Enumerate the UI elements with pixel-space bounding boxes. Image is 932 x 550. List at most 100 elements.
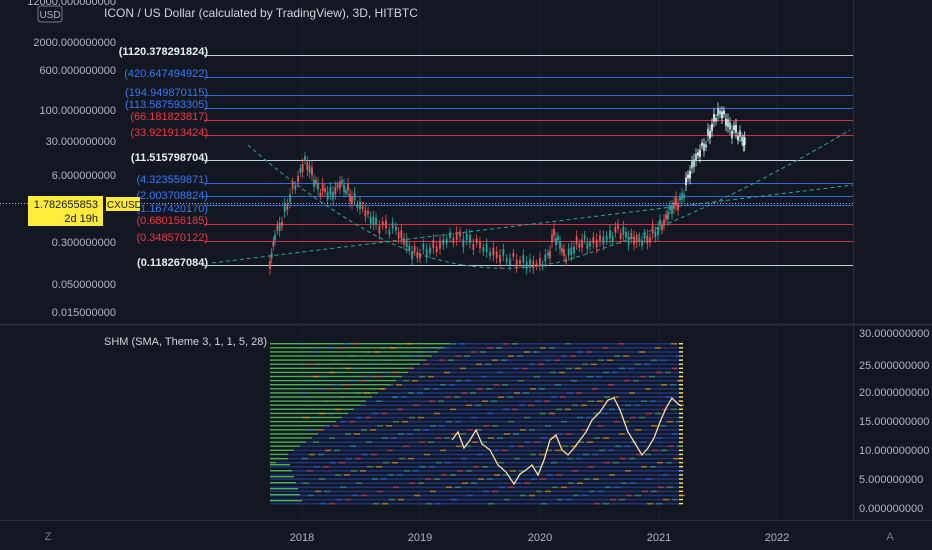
candle-body [611, 236, 614, 242]
band-spot [350, 445, 356, 448]
band-spot [372, 478, 378, 480]
left-corner-button[interactable]: Z [40, 528, 56, 544]
band-spot [406, 343, 412, 345]
band-spot [376, 400, 382, 402]
band-spot [551, 396, 557, 398]
band-spot [665, 371, 671, 374]
time-tick-label: 2020 [528, 532, 552, 544]
band-green [270, 396, 372, 398]
band-spot [451, 498, 457, 501]
price-axis[interactable]: 2000.000000000 600.000000000 100.000000000… [33, 37, 116, 319]
band-blue [414, 367, 683, 370]
candle-body [609, 230, 611, 239]
band-spot [360, 404, 366, 407]
band-spot [344, 343, 350, 345]
level-label: (33.921913424) [130, 127, 208, 139]
band-spot [365, 351, 371, 353]
candle-body [687, 174, 689, 179]
band-spot [439, 359, 445, 361]
band-blue [348, 412, 683, 415]
band-green [270, 400, 366, 402]
band-spot [446, 486, 452, 489]
candle-body [583, 235, 586, 240]
candle-body [372, 216, 375, 225]
band-spot [603, 502, 609, 505]
band-green [270, 476, 294, 478]
candle-body [693, 159, 695, 167]
candle-body [665, 214, 667, 220]
band-spot [630, 416, 636, 419]
band-blue [438, 351, 683, 353]
band-spot [593, 478, 599, 480]
auto-scale-button[interactable]: A [882, 528, 898, 544]
band-spot [428, 441, 434, 443]
band-spot [589, 490, 595, 493]
candle-body [733, 125, 735, 130]
band-green [270, 367, 414, 369]
band-spot [492, 490, 498, 493]
band-spot [646, 412, 652, 415]
candle-body [561, 248, 563, 252]
band-green [270, 384, 390, 386]
band-spot [594, 437, 600, 439]
candle-body [283, 203, 286, 212]
band-spot [417, 392, 423, 394]
candle-body [691, 161, 693, 169]
band-tip [679, 437, 683, 439]
band-spot [329, 437, 335, 439]
band-spot [566, 433, 572, 435]
band-spot [561, 420, 567, 423]
band-spot [501, 359, 507, 361]
price-tick-label: 2000.000000000 [33, 37, 116, 49]
band-blue [270, 474, 683, 476]
band-spot [388, 474, 394, 476]
band-blue [270, 490, 683, 493]
band-spot [471, 351, 477, 353]
band-spot [329, 502, 335, 505]
band-blue [372, 396, 683, 398]
band-blue [390, 384, 683, 386]
level-label: (420.647494922) [124, 68, 208, 80]
band-spot [398, 498, 404, 501]
time-axis[interactable]: 2018 2019 2020 2021 2022 [290, 532, 789, 544]
candle-body [502, 249, 505, 256]
band-spot [429, 400, 435, 402]
band-spot [336, 498, 342, 501]
currency-badge[interactable]: USD [37, 5, 63, 23]
candle-body [646, 235, 649, 244]
band-spot [663, 498, 669, 501]
band-spot [550, 371, 556, 374]
band-spot [467, 429, 473, 431]
candle-body [544, 254, 547, 262]
band-spot [529, 363, 535, 366]
band-spot [633, 379, 639, 382]
band-spot [678, 470, 684, 472]
band-spot [488, 437, 494, 439]
band-spot [494, 474, 500, 476]
candle-body [482, 247, 485, 252]
band-spot [425, 478, 431, 480]
band-spot [677, 445, 683, 448]
candle-body [388, 230, 391, 235]
candle-body [367, 210, 369, 215]
main-pane[interactable] [0, 0, 853, 323]
band-spot [312, 351, 318, 353]
band-spot [412, 379, 418, 382]
band-spot [497, 437, 503, 439]
band-tip [679, 384, 683, 386]
shm-heatmap [270, 343, 685, 505]
band-spot [319, 478, 325, 480]
band-green [270, 482, 296, 484]
band-green [270, 449, 294, 451]
band-spot [483, 425, 489, 427]
band-spot [667, 420, 673, 423]
indicator-axis[interactable]: 30.000000000 25.000000000 20.000000000 15.0… [859, 328, 929, 515]
band-spot [679, 494, 685, 497]
time-tick-label: 2022 [765, 532, 789, 544]
left-corner-button-label: Z [45, 531, 52, 543]
band-spot [588, 400, 594, 402]
band-spot [509, 445, 515, 448]
band-spot [666, 461, 672, 464]
band-spot [576, 457, 582, 460]
